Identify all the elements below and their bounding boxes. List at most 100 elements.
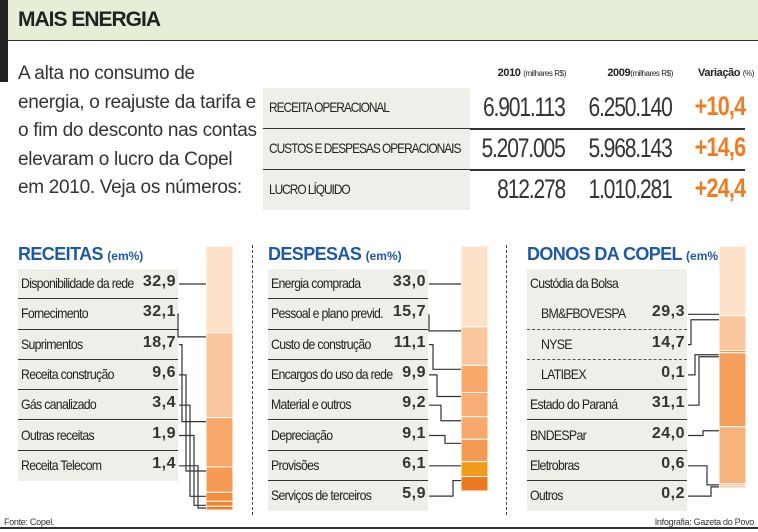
col-header-2010: 2010 (milhares R$) [497,67,567,79]
item-value: 3,4 [152,394,176,412]
footer-rule [0,527,758,529]
row-label-bg [263,170,470,210]
row-label: LUCRO LÍQUIDO [269,181,351,197]
item-label: Encargos do uso da rede [271,365,393,382]
list-item: Outras receitas 1,9 [18,420,178,451]
item-label: Receita Telecom [21,456,102,473]
item-value: 31,1 [651,394,685,412]
panel-divider [252,245,253,515]
connector-line [688,465,719,486]
connector-line [428,314,461,332]
item-label: Outros [530,487,563,504]
connector-line [429,374,461,398]
list-item: BNDESPar 24,0 [527,420,687,451]
item-label: Provisões [271,456,319,473]
bar-segment [718,352,747,428]
item-value: 0,1 [661,363,685,381]
item-value: 9,2 [402,394,426,412]
item-value: 18,7 [142,333,176,351]
value-2010: 5.207.005 [481,133,566,163]
intro-text: A alta no consumo de energia, o reajuste… [18,63,257,198]
item-label: Outras receitas [21,426,95,443]
item-label: Eletrobras [530,456,580,473]
item-value: 32,1 [142,303,176,321]
panel-divider [506,245,507,515]
item-value: 9,6 [152,363,176,381]
bar-segment [460,416,489,440]
connector-line [429,344,461,370]
item-value: 9,9 [402,363,426,381]
connector-line [688,354,719,376]
list-item: Energia comprada 33,0 [268,269,428,300]
list-item: Pessoal e plano previd. 15,7 [268,299,428,330]
row-divider [263,169,745,171]
panel-title: DONOS DA COPEL (em%) [527,244,723,264]
item-label: Serviços de terceiros [271,487,372,504]
item-label: Suprimentos [21,335,83,352]
bar-segment [205,491,234,502]
value-2009: 5.968.143 [588,133,673,163]
connector-line [688,319,719,346]
list-item: Material e outros 9,2 [268,390,428,421]
item-value: 32,9 [142,273,176,290]
connector-line [179,404,206,497]
item-value: 15,7 [392,303,426,321]
list-item: Receita construção 9,6 [18,359,178,391]
connector-line [177,313,206,338]
connector-line [429,404,461,422]
row-divider [263,128,745,130]
bar-segment [718,485,747,489]
bar-segment [718,315,747,352]
item-value: 0,6 [661,454,685,472]
row-label-bg [263,129,470,169]
list-item: Provisões 6,1 [268,450,428,482]
bar-segment [205,245,234,334]
bar-segment [205,466,234,493]
item-value: 5,9 [402,485,426,503]
list-item: Disponibilidade da rede 32,9 [18,269,178,300]
bar-segment [460,476,489,492]
table-row: LUCRO LÍQUIDO 812.278 1.010.281 +24,4 [263,170,746,210]
bar-segment [205,505,234,511]
item-value: 29,3 [651,303,685,321]
col-header-2009: 2009(milhares R$) [607,67,673,79]
variation: +24,4 [694,173,745,203]
page-title: MAIS ENERGIA [18,8,161,31]
bar-segment [460,364,489,394]
bar-segment [460,326,489,366]
header-accent-bar [0,0,8,82]
item-label: Material e outros [271,396,351,413]
connector-line [179,344,206,423]
item-label: Gás canalizado [21,396,97,413]
value-2010: 6.901.113 [483,92,566,122]
bar-segment [205,417,234,468]
credit-note: Infografia: Gazeta do Povo [654,517,755,527]
bar-segment [460,392,489,418]
variation: +10,4 [694,91,745,121]
connector-line [688,486,719,497]
bar-segment [460,461,489,478]
list-item: Receita Telecom 1,4 [18,450,178,482]
variation: +14,6 [694,132,745,162]
item-label: NYSE [541,335,572,352]
list-item: Fornecimento 32,1 [18,299,178,330]
list-item: Custo de construção 11,1 [268,329,428,360]
list-item: Serviços de terceiros 5,9 [268,481,428,512]
source-note: Fonte: Copel. [4,517,55,527]
table-row: CUSTOS E DESPESAS OPERACIONAIS 5.207.005… [263,129,746,169]
item-label: BNDESPar [530,426,587,443]
item-value: 24,0 [651,424,685,442]
list-item: Gás canalizado 3,4 [18,390,178,421]
panel-title: DESPESAS (em%) [268,244,402,264]
item-value: 9,1 [402,424,426,442]
list-item: BM&FBOVESPA 29,3 [527,299,687,330]
connector-line [688,430,719,437]
panel-title: RECEITAS (em%) [18,244,144,264]
connector-line [179,374,206,472]
value-2009: 6.250.140 [588,92,673,122]
row-label: RECEITA OPERACIONAL [269,99,390,115]
item-value: 6,1 [402,454,426,472]
connector-line [179,465,206,509]
value-2010: 812.278 [497,174,566,204]
bar-segment [718,426,747,485]
